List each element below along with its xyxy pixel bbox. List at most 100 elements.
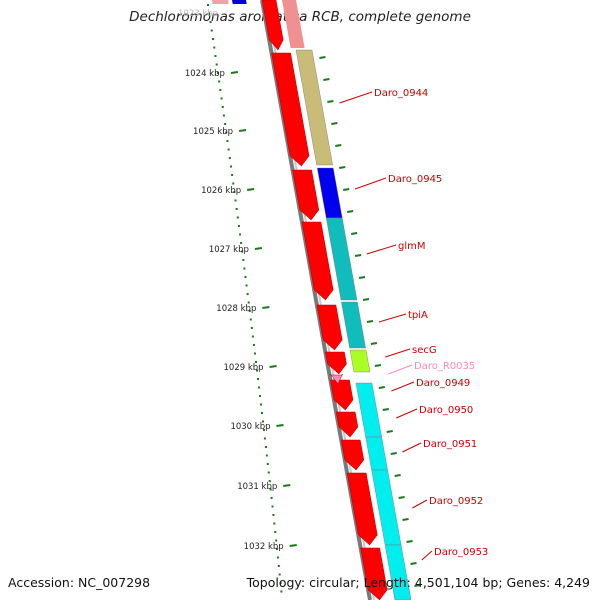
scale-dot [264,446,267,448]
gene-label: Daro_0945 [388,174,442,185]
scale-dot [268,480,271,482]
scale-dot [265,454,268,457]
scale-label: 1031 kbp [237,482,277,492]
scale-dot [269,488,272,491]
scale-dot [270,497,273,499]
outer-tick [319,56,326,59]
scale-label: 1029 kbp [224,363,264,373]
strand-arrow [360,547,388,600]
scale-dot [261,420,264,423]
scale-label: 1027 kbp [209,245,249,255]
scale-dot [242,259,245,261]
scale-dot [272,514,275,516]
strand-arrow [335,411,359,438]
scale-dot [254,361,257,363]
outer-ticks [319,56,421,587]
outer-tick [410,562,417,565]
scale-dot [213,46,216,49]
gene-label: Daro_0952 [429,496,483,507]
scale-dot [244,276,247,278]
scale-dot [227,148,230,151]
outer-tick [402,518,409,521]
scale-dot [225,131,228,134]
outer-tick [358,276,366,279]
scale-dot [260,403,263,406]
scale-dot [245,284,248,287]
scale-dot [250,327,253,329]
outer-tick [362,298,370,301]
outer-tick [382,408,389,411]
scale-dot [226,140,229,142]
strand-arrows [271,52,388,600]
label-leader [391,381,415,392]
scale-major-tick [269,365,277,368]
strand-arrow [261,0,284,51]
scale-dot [233,191,236,193]
label-leader [385,348,411,358]
scale-dot [222,114,225,117]
label-leader [366,244,397,255]
label-leader [378,313,407,323]
scale-major-tick [238,129,247,132]
scale-dot [216,72,219,74]
scale-dot [209,21,212,23]
gene-label: Daro_0949 [416,378,470,389]
scale-dot [214,55,217,57]
label-leader [339,91,373,104]
gene-label: Daro_0953 [434,547,488,558]
gene-label: Daro_0944 [374,88,428,99]
gene-label: tpiA [408,310,428,321]
scale-dot [212,38,215,40]
gene-block [317,167,343,219]
scale-label: 1028 kbp [216,304,256,314]
scale-dot [229,165,232,168]
label-leader [388,364,413,375]
label-leader [402,442,422,453]
scale-label-partial: 1023 kbp [178,9,218,19]
strand-arrow [271,52,310,167]
scale-dot [280,590,283,593]
strand-arrow [301,221,334,301]
scale-dot [221,106,224,108]
outer-tick [335,144,342,147]
scale-dot [210,29,213,32]
strand-arrow [330,379,354,411]
gene-label: Daro_0950 [419,405,473,416]
scale-dot [276,548,279,550]
gene-block [365,436,388,471]
outer-tick [378,386,386,389]
scale-label: 1030 kbp [230,422,270,432]
scale-dot [208,12,211,15]
gene-label: Daro_R0035 [414,361,475,372]
scale-dot [257,378,260,380]
scale-dot [232,182,235,185]
strand-arrow [340,439,365,471]
scale-dot [273,522,276,525]
outer-tick [339,166,346,169]
scale-major-tick [262,306,270,309]
rna-arrow [330,373,343,385]
outer-tick [398,496,405,499]
scale-major-tick [283,484,291,487]
scale-dot [243,267,246,270]
scale-dot [246,293,249,295]
gene-label: secG [412,345,437,356]
outer-tick [386,430,393,433]
outer-tick [327,100,334,103]
summary-label: Topology: circular; Length: 4,501,104 bp… [246,575,590,590]
strand-arrow [292,169,320,221]
outer-tick [390,452,397,455]
scale-label: 1032 kbp [244,542,284,552]
scale-dot [260,412,263,414]
outer-tick [350,232,358,235]
outer-tick [346,210,354,213]
strand-arrow [325,351,347,375]
top-fragment-blue [232,0,247,4]
outer-tick [370,342,378,345]
scale-dot [258,386,261,389]
outer-tick [354,254,362,257]
scale-major-tick [230,71,239,74]
scale-dot [249,318,252,321]
gene-block [295,49,333,166]
